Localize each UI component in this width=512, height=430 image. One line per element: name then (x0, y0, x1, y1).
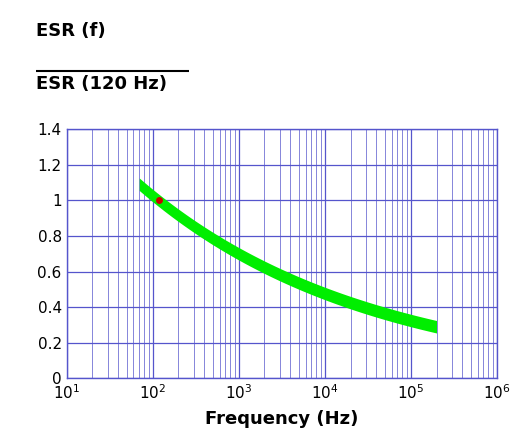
Text: ESR (120 Hz): ESR (120 Hz) (36, 75, 167, 93)
X-axis label: Frequency (Hz): Frequency (Hz) (205, 410, 358, 428)
Text: ESR (f): ESR (f) (36, 22, 105, 40)
